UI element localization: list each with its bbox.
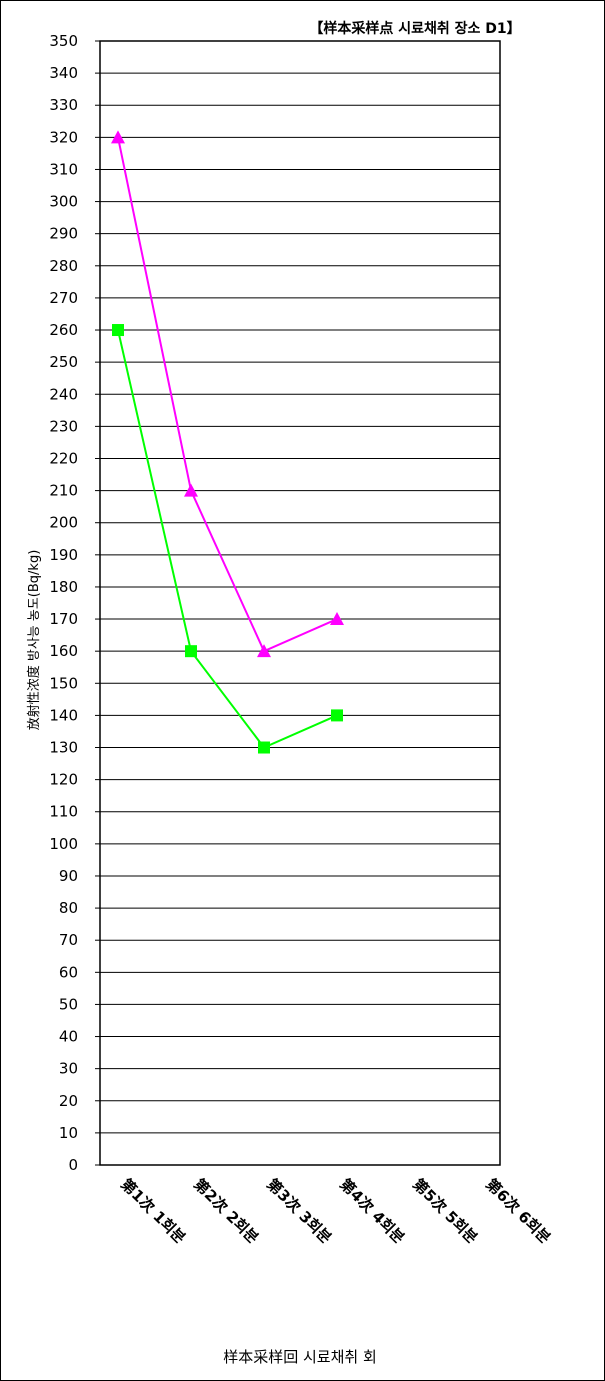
data-point-square — [112, 324, 124, 337]
y-tick-label: 300 — [49, 193, 78, 211]
y-tick-label: 180 — [49, 578, 78, 596]
y-tick-label: 290 — [49, 225, 78, 243]
data-point-triangle — [330, 612, 344, 626]
data-point-square — [185, 645, 197, 658]
y-tick-label: 190 — [49, 546, 78, 564]
y-axis-ticks: 0 10 20 30 40 50 60 70 80 90 100 110 120 130 140 150 160… — [49, 32, 100, 1174]
x-axis-title: 样本采样回 시료채취 회 — [223, 1348, 377, 1366]
y-tick-label: 0 — [68, 1156, 78, 1174]
y-tick-label: 270 — [49, 289, 78, 307]
data-point-triangle — [184, 483, 198, 497]
data-point-square — [331, 709, 343, 722]
y-tick-label: 90 — [59, 867, 78, 885]
plot-area-frame — [99, 40, 501, 1166]
y-tick-label: 210 — [49, 482, 78, 500]
y-axis-title: 放射性浓度 방사능 농도(Bq/kg) — [26, 550, 42, 731]
y-tick-label: 20 — [59, 1092, 78, 1110]
y-tick-label: 160 — [49, 642, 78, 660]
y-tick-label: 310 — [49, 160, 78, 178]
y-tick-label: 140 — [49, 706, 78, 724]
y-tick-label: 80 — [59, 899, 78, 917]
data-point-square — [258, 741, 270, 754]
y-tick-label: 200 — [49, 514, 78, 532]
y-tick-label: 240 — [49, 385, 78, 403]
y-tick-label: 120 — [49, 771, 78, 789]
gridlines — [100, 72, 500, 1134]
y-tick-label: 130 — [49, 739, 78, 757]
y-tick-label: 60 — [59, 963, 78, 981]
y-tick-label: 320 — [49, 128, 78, 146]
chart-title: 【样本采样点 시료채취 장소 D1】 — [309, 20, 520, 37]
y-tick-label: 30 — [59, 1060, 78, 1078]
y-tick-label: 280 — [49, 257, 78, 275]
y-tick-label: 340 — [49, 64, 78, 82]
y-tick-label: 230 — [49, 417, 78, 435]
y-tick-label: 330 — [49, 96, 78, 114]
data-point-triangle — [111, 130, 125, 144]
y-tick-label: 250 — [49, 353, 78, 371]
data-point-triangle — [257, 644, 271, 658]
y-tick-label: 350 — [49, 32, 78, 50]
y-tick-label: 170 — [49, 610, 78, 628]
y-tick-label: 50 — [59, 995, 78, 1013]
series — [111, 130, 344, 754]
y-tick-label: 150 — [49, 674, 78, 692]
y-tick-label: 110 — [49, 803, 78, 821]
series-line-2 — [117, 329, 338, 749]
series-line-1 — [117, 137, 338, 653]
y-tick-label: 70 — [59, 931, 78, 949]
y-tick-label: 40 — [59, 1028, 78, 1046]
y-tick-label: 260 — [49, 321, 78, 339]
y-tick-label: 100 — [49, 835, 78, 853]
y-tick-label: 10 — [59, 1124, 78, 1142]
y-tick-label: 220 — [49, 449, 78, 467]
